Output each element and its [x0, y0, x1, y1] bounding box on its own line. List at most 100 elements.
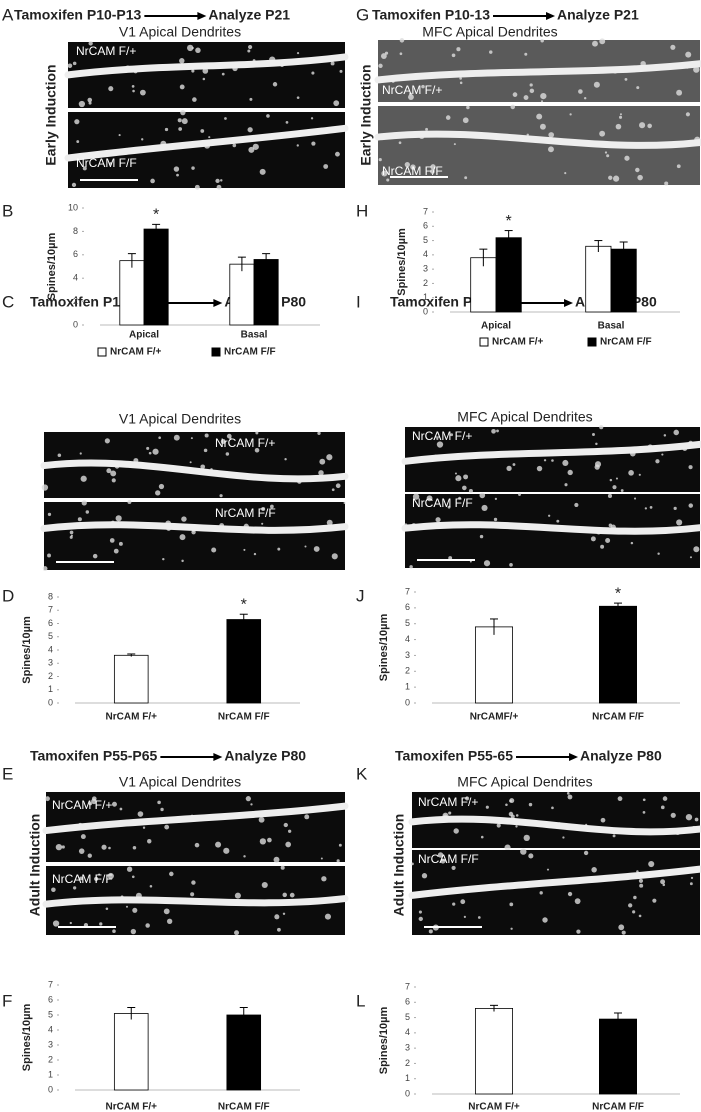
spine	[494, 497, 498, 501]
panel-letter: G	[356, 5, 369, 24]
spine	[277, 927, 281, 932]
spine	[195, 47, 201, 54]
spine	[194, 842, 200, 848]
subtitle: MFC Apical Dendrites	[422, 24, 557, 40]
y-tick-label: 5	[48, 1009, 53, 1019]
spine	[628, 903, 633, 908]
spine	[158, 483, 165, 490]
spine	[270, 504, 274, 509]
spine	[111, 478, 116, 483]
spine	[73, 886, 77, 890]
spine	[215, 841, 222, 848]
spine	[404, 162, 410, 168]
spine	[618, 924, 625, 931]
spine	[82, 166, 87, 171]
spine	[676, 89, 683, 96]
spine	[261, 507, 266, 512]
spine	[435, 517, 441, 523]
spine	[179, 534, 186, 541]
spine	[125, 905, 128, 908]
side-label: Early Induction	[358, 64, 374, 165]
y-tick-label: 6	[405, 997, 410, 1007]
spine	[107, 872, 114, 880]
spine	[689, 556, 692, 559]
spine	[583, 97, 587, 100]
spine	[564, 172, 567, 175]
spine	[496, 429, 499, 433]
spine	[78, 100, 86, 108]
spine	[79, 876, 84, 881]
dendrite	[408, 865, 701, 899]
spine	[234, 892, 241, 899]
spine	[685, 814, 693, 821]
spine	[594, 461, 602, 468]
y-tick-label: 4	[423, 249, 428, 259]
spine	[425, 127, 429, 131]
spine	[543, 459, 547, 462]
dendrite	[408, 815, 701, 836]
significance-marker: *	[615, 585, 621, 602]
spine	[595, 442, 598, 446]
spine	[130, 928, 136, 935]
spine	[512, 463, 516, 466]
spine	[639, 122, 646, 129]
x-tick-label: Apical	[129, 330, 159, 341]
spine	[567, 469, 573, 476]
spine	[673, 429, 680, 436]
spine	[219, 494, 223, 498]
y-tick-label: 10	[68, 202, 78, 212]
subtitle: V1 Apical Dendrites	[119, 774, 241, 790]
y-tick-label: 3	[423, 264, 428, 274]
image-label: NrCAM F/+	[412, 429, 472, 443]
heading: Tamoxifen P10-P13	[14, 7, 142, 23]
spine	[638, 878, 644, 883]
x-tick-label: NrCAM F/F	[218, 1102, 270, 1112]
spine	[551, 459, 554, 462]
spine	[459, 77, 462, 80]
spine	[164, 824, 170, 830]
spine	[693, 546, 700, 553]
spine	[662, 883, 666, 887]
spine	[220, 179, 223, 182]
spine	[421, 84, 425, 89]
spine	[247, 127, 253, 133]
spine	[632, 910, 636, 914]
bar	[610, 248, 637, 313]
spine	[304, 814, 310, 820]
spine	[523, 834, 530, 842]
spine	[591, 867, 597, 873]
spine	[574, 502, 579, 508]
y-tick-label: 1	[405, 682, 410, 692]
y-tick-label: 4	[48, 1024, 53, 1034]
spine	[47, 553, 51, 558]
spine	[605, 538, 611, 543]
spine	[574, 898, 581, 905]
spine	[78, 848, 85, 854]
y-axis-label: Spines/10µm	[21, 616, 33, 684]
bar	[474, 626, 513, 704]
spine	[109, 538, 115, 543]
spine	[689, 882, 693, 886]
spine	[466, 105, 470, 110]
spine	[98, 873, 101, 876]
spine	[612, 834, 616, 838]
spine	[515, 814, 519, 817]
subtitle: MFC Apical Dendrites	[457, 774, 592, 790]
spine	[493, 517, 498, 522]
spine	[539, 123, 546, 130]
spine	[509, 799, 512, 803]
spine	[88, 41, 93, 46]
spine	[599, 425, 604, 430]
spine	[91, 798, 97, 805]
spine	[607, 493, 613, 499]
y-tick-label: 8	[73, 226, 78, 236]
spine	[200, 464, 206, 470]
dendrite	[401, 440, 701, 465]
spine	[418, 916, 423, 922]
spine	[326, 454, 333, 461]
y-tick-label: 7	[423, 206, 428, 216]
y-tick-label: 1	[48, 684, 53, 694]
spine	[248, 146, 255, 153]
spine	[694, 817, 699, 822]
spine	[485, 805, 489, 809]
